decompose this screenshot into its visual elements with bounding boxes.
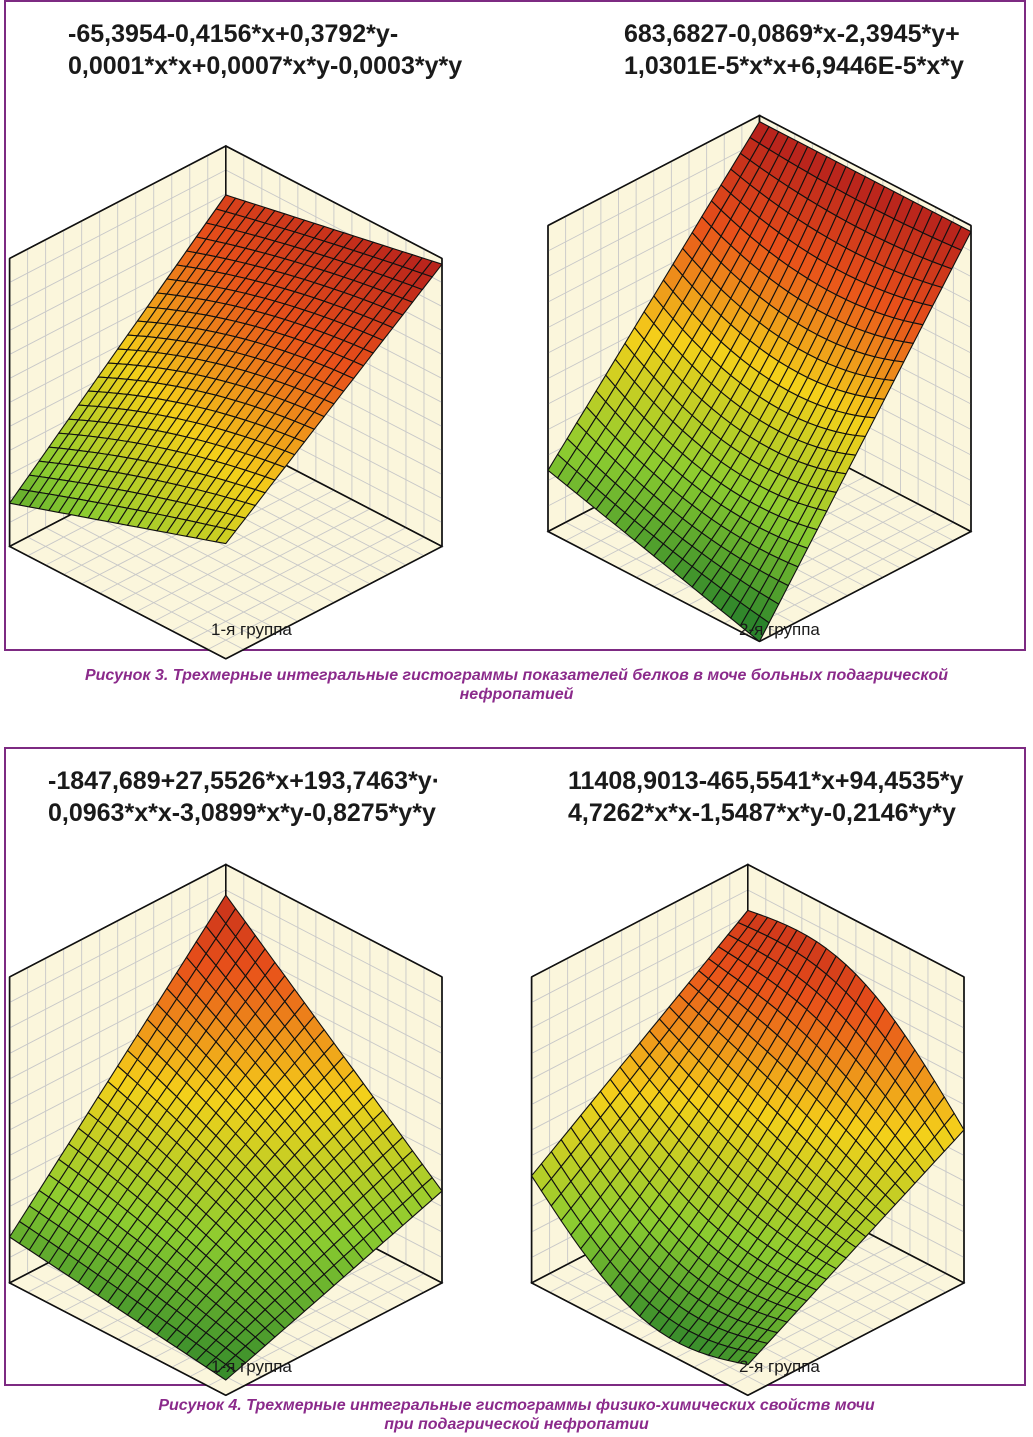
group-label-plot-4: 2-я группа <box>739 1357 820 1376</box>
equation-plot-4-line1: 11408,9013-465,5541*x+94,4535*y <box>568 767 964 795</box>
equation-plot-2: 683,6827-0,0869*x-2,3945*y+ 1,0301E-5*x*… <box>624 18 964 82</box>
equation-plot-1-line2: 0,0001*x*x+0,0007*x*y-0,0003*y*y <box>68 52 463 80</box>
surface-plot-2 <box>546 114 973 643</box>
equation-plot-1-line1: -65,3954-0,4156*x+0,3792*y- <box>68 20 399 48</box>
surface-cell <box>749 615 770 643</box>
group-label-plot-2: 2-я группа <box>739 620 820 639</box>
equation-plot-4: 11408,9013-465,5541*x+94,4535*y 4,7262*x… <box>568 765 964 829</box>
equation-plot-1: -65,3954-0,4156*x+0,3792*y- 0,0001*x*x+0… <box>68 18 462 82</box>
surface-mesh <box>531 909 965 1366</box>
equation-plot-3-line2: 0,0963*x*x-3,0899*x*y-0,8275*y*y <box>48 799 436 827</box>
figure-3-caption-line1: Рисунок 3. Трехмерные интегральные гисто… <box>84 667 949 684</box>
surface-cell <box>215 528 237 545</box>
surface-mesh <box>9 194 443 545</box>
surface-plot-4 <box>530 863 966 1397</box>
surface-cell <box>737 1351 759 1366</box>
figure-3-caption-line2: нефропатией <box>459 686 574 703</box>
figure-4-caption-line2: при подагрической нефропатии <box>384 1416 649 1433</box>
group-label-plot-1: 1-я группа <box>211 620 292 639</box>
surface-mesh <box>547 121 972 643</box>
equation-plot-2-line2: 1,0301E-5*x*x+6,9446E-5*x*y <box>624 52 964 80</box>
equation-plot-4-line2: 4,7262*x*x-1,5487*x*y-0,2146*y*y <box>568 799 956 827</box>
equation-plot-3-line1: -1847,689+27,5526*x+193,7463*y· <box>48 767 441 795</box>
figure-3-panel: -65,3954-0,4156*x+0,3792*y- 0,0001*x*x+0… <box>4 0 1026 660</box>
figure-3-caption: Рисунок 3. Трехмерные интегральные гисто… <box>0 666 1033 704</box>
figure-4-caption-line1: Рисунок 4. Трехмерные интегральные гисто… <box>158 1397 875 1414</box>
surface-mesh <box>9 894 443 1381</box>
surface-plot-1 <box>8 144 444 660</box>
equation-plot-3: -1847,689+27,5526*x+193,7463*y· 0,0963*x… <box>48 765 440 829</box>
group-label-plot-3: 1-я группа <box>211 1357 292 1376</box>
surface-cell <box>215 1363 237 1381</box>
surface-plot-3 <box>8 863 444 1397</box>
figure-4-caption: Рисунок 4. Трехмерные интегральные гисто… <box>0 1396 1033 1434</box>
figure-4-panel: -1847,689+27,5526*x+193,7463*y· 0,0963*x… <box>4 747 1026 1397</box>
equation-plot-2-line1: 683,6827-0,0869*x-2,3945*y+ <box>624 20 960 48</box>
